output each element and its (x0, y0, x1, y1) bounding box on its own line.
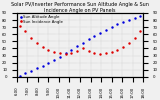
Legend: Sun Altitude Angle, Sun Incidence Angle: Sun Altitude Angle, Sun Incidence Angle (19, 15, 64, 24)
Title: Solar PV/Inverter Performance Sun Altitude Angle & Sun Incidence Angle on PV Pan: Solar PV/Inverter Performance Sun Altitu… (11, 2, 149, 13)
